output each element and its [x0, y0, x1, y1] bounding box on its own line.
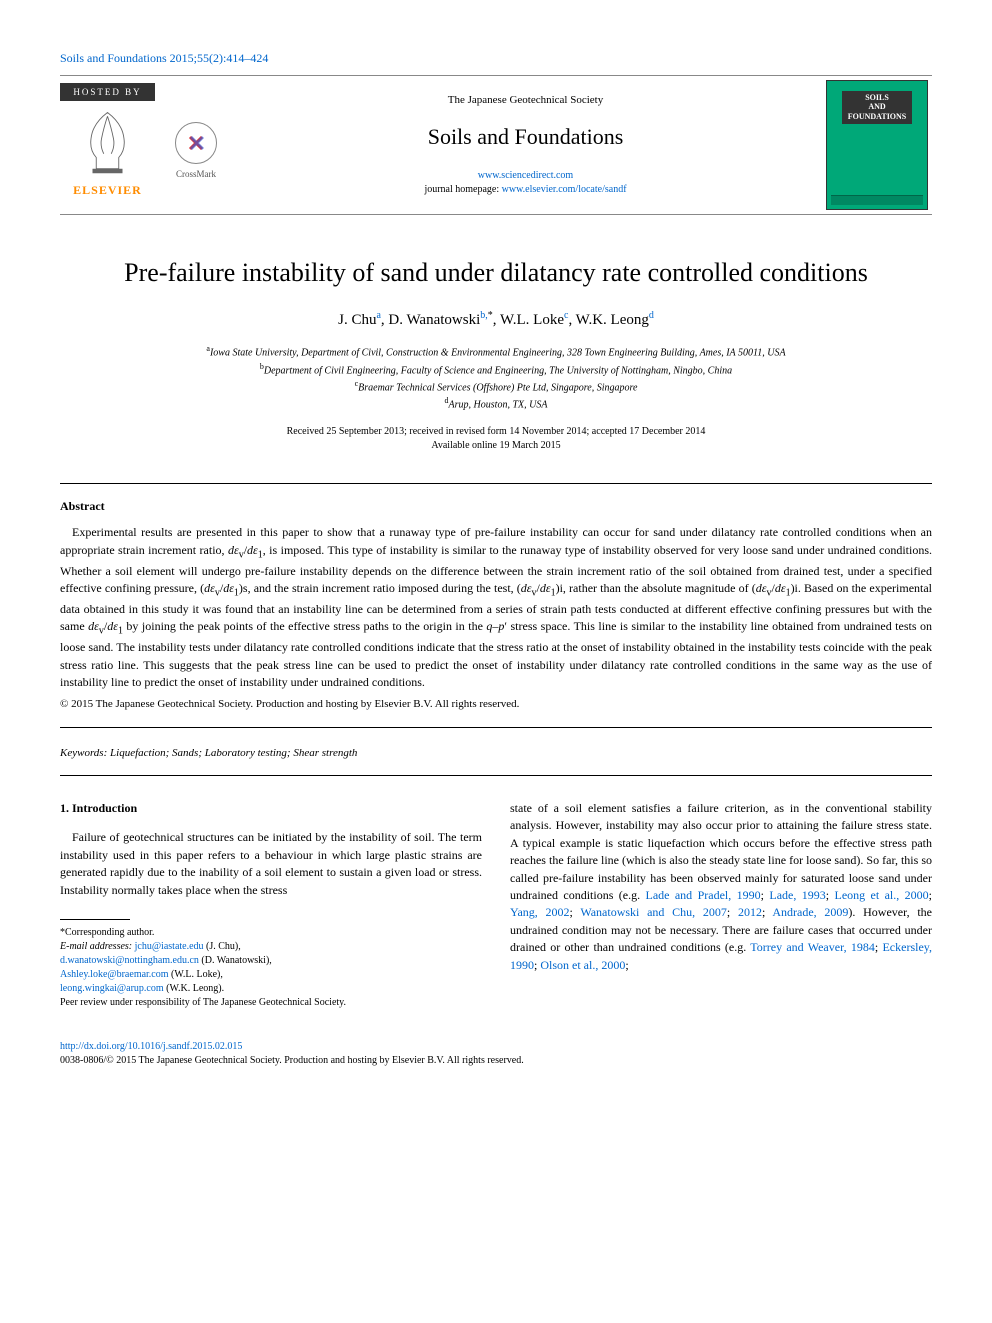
keywords-line: Keywords: Liquefaction; Sands; Laborator…	[60, 746, 932, 776]
keywords-text: Liquefaction; Sands; Laboratory testing;…	[107, 747, 357, 759]
sciencedirect-link[interactable]: www.sciencedirect.com	[478, 170, 573, 181]
citation-link[interactable]: Lade, 1993	[769, 888, 825, 902]
header-left-block: HOSTED BY ELSEVIER CrossMark	[60, 76, 229, 214]
corresponding-author-note: *Corresponding author.	[60, 926, 482, 940]
journal-links: www.sciencedirect.com journal homepage: …	[239, 169, 812, 197]
citation-link[interactable]: Lade and Pradel, 1990	[645, 888, 760, 902]
cover-title: SOILS AND FOUNDATIONS	[842, 91, 912, 124]
author-email-link[interactable]: d.wanatowski@nottingham.edu.cn	[60, 955, 199, 966]
body-two-column: 1. Introduction Failure of geotechnical …	[60, 800, 932, 1010]
body-column-left: 1. Introduction Failure of geotechnical …	[60, 800, 482, 1010]
dates-online: Available online 19 March 2015	[60, 439, 932, 453]
citation-link[interactable]: Olson et al., 2000	[540, 958, 625, 972]
footnote-separator	[60, 919, 130, 920]
citation-link[interactable]: Leong et al., 2000	[835, 888, 929, 902]
email-addresses: E-mail addresses: jchu@iastate.edu (J. C…	[60, 940, 482, 996]
crossmark-icon	[175, 122, 217, 164]
section-heading-intro: 1. Introduction	[60, 800, 482, 817]
abstract-copyright: © 2015 The Japanese Geotechnical Society…	[60, 697, 932, 712]
intro-paragraph-col2: state of a soil element satisfies a fail…	[510, 800, 932, 974]
author-email-link[interactable]: leong.wingkai@arup.com	[60, 983, 164, 994]
author-email-link[interactable]: Ashley.loke@braemar.com	[60, 969, 169, 980]
body-column-right: state of a soil element satisfies a fail…	[510, 800, 932, 1010]
abstract-text: Experimental results are presented in th…	[60, 524, 932, 691]
elsevier-tree-icon	[70, 105, 145, 180]
abstract-heading: Abstract	[60, 498, 932, 515]
citation-link[interactable]: Andrade, 2009	[772, 905, 848, 919]
journal-homepage-link[interactable]: www.elsevier.com/locate/sandf	[502, 184, 627, 195]
peer-review-note: Peer review under responsibility of The …	[60, 996, 482, 1010]
article-dates: Received 25 September 2013; received in …	[60, 425, 932, 453]
homepage-prefix: journal homepage:	[424, 184, 501, 195]
abstract-section: Abstract Experimental results are presen…	[60, 483, 932, 728]
journal-cover-thumbnail[interactable]: SOILS AND FOUNDATIONS	[826, 80, 928, 210]
author-list: J. Chua, D. Wanatowskib,*, W.L. Lokec, W…	[60, 309, 932, 331]
journal-title: Soils and Foundations	[239, 122, 812, 153]
dates-received: Received 25 September 2013; received in …	[60, 425, 932, 439]
citation-link[interactable]: Torrey and Weaver, 1984	[750, 940, 875, 954]
header-center-block: The Japanese Geotechnical Society Soils …	[229, 76, 822, 214]
crossmark-badge[interactable]: CrossMark	[175, 122, 217, 181]
elsevier-logo-block[interactable]: HOSTED BY ELSEVIER	[60, 83, 155, 199]
cover-footer-strip	[831, 195, 923, 205]
journal-header: HOSTED BY ELSEVIER CrossMark The Japanes…	[60, 75, 932, 215]
issn-copyright-line: 0038-0806/© 2015 The Japanese Geotechnic…	[60, 1055, 524, 1066]
citation-reference[interactable]: Soils and Foundations 2015;55(2):414–424	[60, 50, 932, 67]
doi-link[interactable]: http://dx.doi.org/10.1016/j.sandf.2015.0…	[60, 1041, 242, 1052]
article-title: Pre-failure instability of sand under di…	[60, 255, 932, 291]
hosted-by-badge: HOSTED BY	[60, 83, 155, 102]
elsevier-wordmark: ELSEVIER	[60, 182, 155, 199]
header-right-block: SOILS AND FOUNDATIONS	[822, 76, 932, 214]
citation-link[interactable]: Wanatowski and Chu, 2007	[580, 905, 727, 919]
doi-footer: http://dx.doi.org/10.1016/j.sandf.2015.0…	[60, 1040, 932, 1068]
crossmark-label: CrossMark	[176, 168, 216, 181]
citation-link[interactable]: 2012	[738, 905, 762, 919]
footnotes-block: *Corresponding author. E-mail addresses:…	[60, 926, 482, 1010]
keywords-label: Keywords:	[60, 747, 107, 759]
society-name: The Japanese Geotechnical Society	[239, 93, 812, 108]
affiliations-list: aIowa State University, Department of Ci…	[60, 343, 932, 412]
author-email-link[interactable]: jchu@iastate.edu	[135, 941, 204, 952]
citation-link[interactable]: Yang, 2002	[510, 905, 570, 919]
intro-paragraph-col1: Failure of geotechnical structures can b…	[60, 829, 482, 899]
